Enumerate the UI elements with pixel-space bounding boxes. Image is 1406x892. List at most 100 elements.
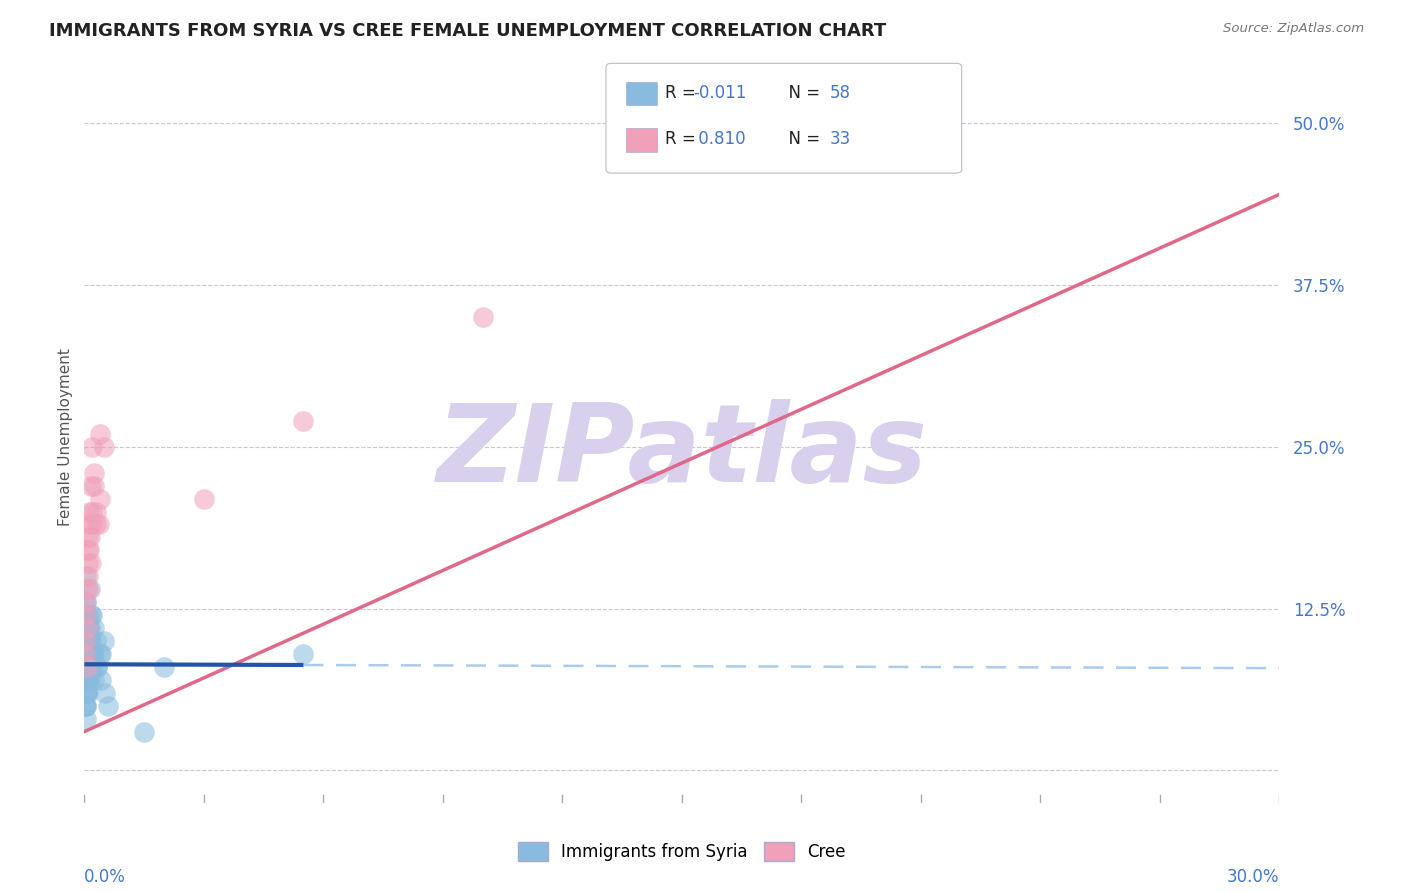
Point [77,543,100,558]
Point [89,426,111,441]
Point [90,673,112,687]
Point [80,504,103,518]
Text: ZIPatlas: ZIPatlas [436,399,928,505]
Point [193,491,215,506]
Point [77,608,100,623]
Point [153,660,176,674]
Point [77,660,100,674]
Text: N =: N = [778,130,825,148]
Point [76,621,98,635]
Point [76,660,98,674]
Point [76,647,98,661]
Point [77,660,100,674]
Point [76,621,98,635]
Point [89,491,111,506]
Point [82,660,104,674]
Text: -0.011: -0.011 [693,84,747,102]
Point [75,634,97,648]
Point [75,712,97,726]
Point [75,698,97,713]
Point [75,608,97,623]
Point [75,686,97,700]
Point [80,660,103,674]
Point [80,634,103,648]
Text: N =: N = [778,84,825,102]
Point [292,414,315,428]
Point [471,310,494,325]
Point [79,634,101,648]
Text: IMMIGRANTS FROM SYRIA VS CREE FEMALE UNEMPLOYMENT CORRELATION CHART: IMMIGRANTS FROM SYRIA VS CREE FEMALE UNE… [49,22,886,40]
Text: 0.0%: 0.0% [84,868,127,886]
Point [80,478,103,492]
Point [76,557,98,571]
Point [76,569,98,583]
Point [75,660,97,674]
Point [292,647,315,661]
Point [77,660,100,674]
Point [83,466,105,480]
Point [86,634,108,648]
Point [79,530,101,544]
Y-axis label: Female Unemployment: Female Unemployment [58,348,73,526]
Point [77,543,100,558]
Point [77,582,100,597]
Point [77,530,100,544]
Point [83,478,105,492]
Point [83,647,105,661]
Point [75,595,97,609]
Point [77,504,100,518]
Point [76,686,98,700]
Point [75,608,97,623]
Point [75,698,97,713]
Point [90,647,112,661]
Point [79,621,101,635]
Point [93,440,115,454]
Point [83,673,105,687]
Text: 30.0%: 30.0% [1227,868,1279,886]
Text: 0.810: 0.810 [693,130,745,148]
Point [75,647,97,661]
Point [93,686,115,700]
Point [86,660,108,674]
Point [77,647,100,661]
Point [75,698,97,713]
Point [82,440,104,454]
Point [75,660,97,674]
Text: R =: R = [665,84,702,102]
Point [87,517,110,532]
Point [76,673,98,687]
Point [76,582,98,597]
Point [75,595,97,609]
Point [75,673,97,687]
Point [79,647,101,661]
Point [76,673,98,687]
Point [77,634,100,648]
Point [86,517,108,532]
Point [76,686,98,700]
Point [83,621,105,635]
Text: Source: ZipAtlas.com: Source: ZipAtlas.com [1223,22,1364,36]
Point [80,557,103,571]
Point [86,504,108,518]
Point [89,647,111,661]
Point [77,621,100,635]
Point [77,660,100,674]
Point [79,517,101,532]
Text: R =: R = [665,130,702,148]
Point [76,673,98,687]
Text: 33: 33 [830,130,851,148]
Point [82,517,104,532]
Point [77,673,100,687]
Point [79,582,101,597]
Point [86,660,108,674]
Point [80,647,103,661]
Point [75,634,97,648]
Point [97,698,120,713]
Point [75,595,97,609]
Point [132,724,156,739]
Point [76,634,98,648]
Point [75,686,97,700]
Point [710,129,733,144]
Point [75,569,97,583]
Point [79,673,101,687]
